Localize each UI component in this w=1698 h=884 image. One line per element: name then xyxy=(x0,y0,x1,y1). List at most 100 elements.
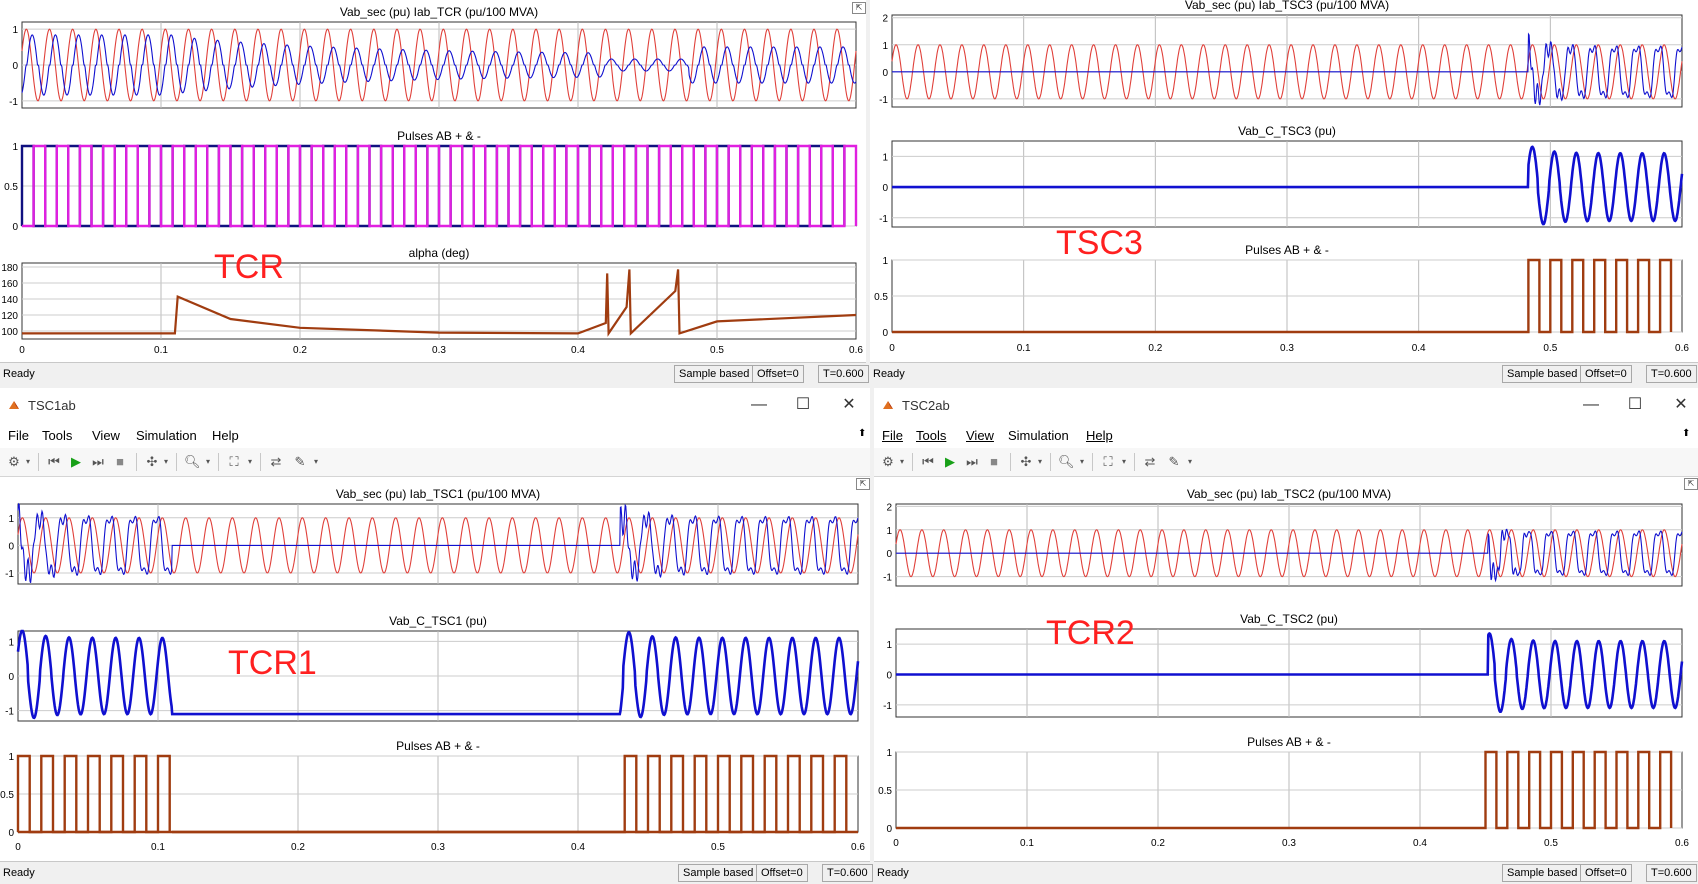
x-tick-label: 0.1 xyxy=(151,842,165,853)
series-line xyxy=(21,28,857,102)
chevron-down-icon[interactable]: ▾ xyxy=(313,457,318,466)
chevron-down-icon[interactable]: ▾ xyxy=(205,457,210,466)
status-ready: Ready xyxy=(877,867,909,879)
fit-to-view-icon[interactable]: ⛶ xyxy=(1103,454,1113,469)
y-tick-label: -1 xyxy=(879,95,888,106)
y-tick-label: -1 xyxy=(5,569,14,580)
settings-icon[interactable]: ⚙ xyxy=(882,454,894,469)
zoom-icon[interactable]: 🔍︎ xyxy=(184,454,201,469)
chevron-down-icon[interactable]: ▾ xyxy=(1121,457,1126,466)
maximize-button[interactable]: ☐ xyxy=(795,396,811,413)
restore-axes-icon[interactable]: ⇱ xyxy=(1684,478,1698,490)
chevron-down-icon[interactable]: ▾ xyxy=(899,457,904,466)
fit-to-view-icon[interactable]: ⛶ xyxy=(229,454,239,469)
series-line xyxy=(892,32,1683,106)
axes-title: Vab_sec (pu) Iab_TCR (pu/100 MVA) xyxy=(340,5,538,19)
minimize-button[interactable]: — xyxy=(751,396,767,413)
x-tick-label: 0 xyxy=(19,345,25,356)
series-line xyxy=(16,754,171,834)
scope-window-tcr: Vab_sec (pu) Iab_TCR (pu/100 MVA) 1 0 -1 Pul… xyxy=(0,0,869,385)
chevron-down-icon[interactable]: ▾ xyxy=(247,457,252,466)
axes-title: Vab_C_TSC1 (pu) xyxy=(389,614,487,628)
chevron-down-icon[interactable]: ▾ xyxy=(1079,457,1084,466)
x-tick-label: 0 xyxy=(893,838,899,849)
chevron-down-icon[interactable]: ▾ xyxy=(1037,457,1042,466)
x-tick-label: 0.4 xyxy=(1412,343,1426,354)
chevron-down-icon[interactable]: ▾ xyxy=(1187,457,1192,466)
y-tick-label: -1 xyxy=(9,97,18,108)
y-tick-label: 120 xyxy=(1,311,18,322)
series-line xyxy=(21,34,857,96)
annotation-tcr2: TCR2 xyxy=(1046,614,1135,652)
restore-axes-icon[interactable]: ⇱ xyxy=(852,2,866,14)
cursor-measure-icon[interactable]: ⇄ xyxy=(1144,454,1156,469)
x-tick-label: 0.3 xyxy=(431,842,445,853)
chevron-down-icon[interactable]: ▾ xyxy=(163,457,168,466)
axes-title: Pulses AB + & - xyxy=(396,739,480,753)
series-line xyxy=(896,528,1683,583)
zoom-icon[interactable]: 🔍︎ xyxy=(1058,454,1075,469)
edit-icon[interactable]: ✎ xyxy=(294,454,306,469)
menu-simulation[interactable]: Simulation xyxy=(1008,428,1069,443)
menu-file[interactable]: File xyxy=(8,428,29,443)
status-ready: Ready xyxy=(873,368,905,380)
x-tick-label: 0.6 xyxy=(1675,838,1689,849)
minimize-button[interactable]: — xyxy=(1583,396,1599,413)
cursor-measure-icon[interactable]: ⇄ xyxy=(270,454,282,469)
scope-plots-tcr: Vab_sec (pu) Iab_TCR (pu/100 MVA) 1 0 -1 Pul… xyxy=(1,5,863,356)
series-line xyxy=(895,529,1683,578)
y-tick-label: 1 xyxy=(882,41,888,52)
restore-axes-icon[interactable]: ⇱ xyxy=(856,478,870,490)
scope-window-tsc1: TSC1ab — ☐ ✕ File Tools View Simulation … xyxy=(0,388,873,884)
highlight-icon[interactable]: ✣ xyxy=(146,454,158,469)
y-tick-label: 0.5 xyxy=(4,182,18,193)
menu-undock-icon[interactable]: ⬆ xyxy=(1682,428,1691,439)
y-tick-label: 0 xyxy=(886,671,892,682)
y-tick-label: 0 xyxy=(882,328,888,339)
status-mode: Sample based xyxy=(1502,864,1583,882)
status-ready: Ready xyxy=(3,867,35,879)
y-tick-label: 0.5 xyxy=(874,292,888,303)
series-line xyxy=(22,144,858,228)
menu-simulation[interactable]: Simulation xyxy=(136,428,197,443)
menu-file[interactable]: File xyxy=(882,428,903,443)
menu-help[interactable]: Help xyxy=(212,428,239,443)
axes-title: Vab_C_TSC2 (pu) xyxy=(1240,612,1338,626)
step-back-icon[interactable]: ⏮ xyxy=(922,454,934,469)
x-tick-label: 0.6 xyxy=(849,345,863,356)
toolbar-separator xyxy=(176,453,177,471)
close-button[interactable]: ✕ xyxy=(1674,396,1688,413)
scope-window-tsc3: Vab_sec (pu) Iab_TSC3 (pu/100 MVA) 2 1 0 -1 V… xyxy=(870,0,1698,385)
run-icon[interactable]: ▶ xyxy=(71,454,81,469)
chevron-down-icon[interactable]: ▾ xyxy=(25,457,30,466)
edit-icon[interactable]: ✎ xyxy=(1168,454,1180,469)
run-icon[interactable]: ▶ xyxy=(945,454,955,469)
scope-plots-tsc1: Vab_sec (pu) Iab_TSC1 (pu/100 MVA) 1 0 -1 Va… xyxy=(0,487,865,853)
maximize-button[interactable]: ☐ xyxy=(1627,396,1643,413)
menu-help[interactable]: Help xyxy=(1086,428,1113,443)
series-line xyxy=(891,44,1683,100)
step-forward-icon[interactable]: ⏭ xyxy=(92,454,104,469)
settings-icon[interactable]: ⚙ xyxy=(8,454,20,469)
menu-undock-icon[interactable]: ⬆ xyxy=(858,428,867,439)
highlight-icon[interactable]: ✣ xyxy=(1020,454,1032,469)
menu-view[interactable]: View xyxy=(92,428,120,443)
y-tick-label: 0 xyxy=(8,672,14,683)
menu-tools[interactable]: Tools xyxy=(916,428,947,443)
status-mode: Sample based xyxy=(678,864,759,882)
menu-view[interactable]: View xyxy=(966,428,994,443)
status-time: T=0.600 xyxy=(822,864,873,882)
close-button[interactable]: ✕ xyxy=(842,396,856,413)
stop-icon[interactable]: ■ xyxy=(116,454,124,469)
y-tick-label: 1 xyxy=(8,752,14,763)
status-bar-tsc1: Ready Sample based Offset=0 T=0.600 xyxy=(0,861,873,884)
series-line xyxy=(22,269,857,337)
stop-icon[interactable]: ■ xyxy=(990,454,998,469)
step-back-icon[interactable]: ⏮ xyxy=(48,454,60,469)
menu-bar: File Tools View Simulation Help ⬆ xyxy=(0,424,870,448)
step-forward-icon[interactable]: ⏭ xyxy=(966,454,978,469)
series-line xyxy=(892,145,1684,226)
menu-tools[interactable]: Tools xyxy=(42,428,73,443)
y-tick-label: 2 xyxy=(882,14,888,25)
y-tick-label: 0 xyxy=(8,828,14,839)
